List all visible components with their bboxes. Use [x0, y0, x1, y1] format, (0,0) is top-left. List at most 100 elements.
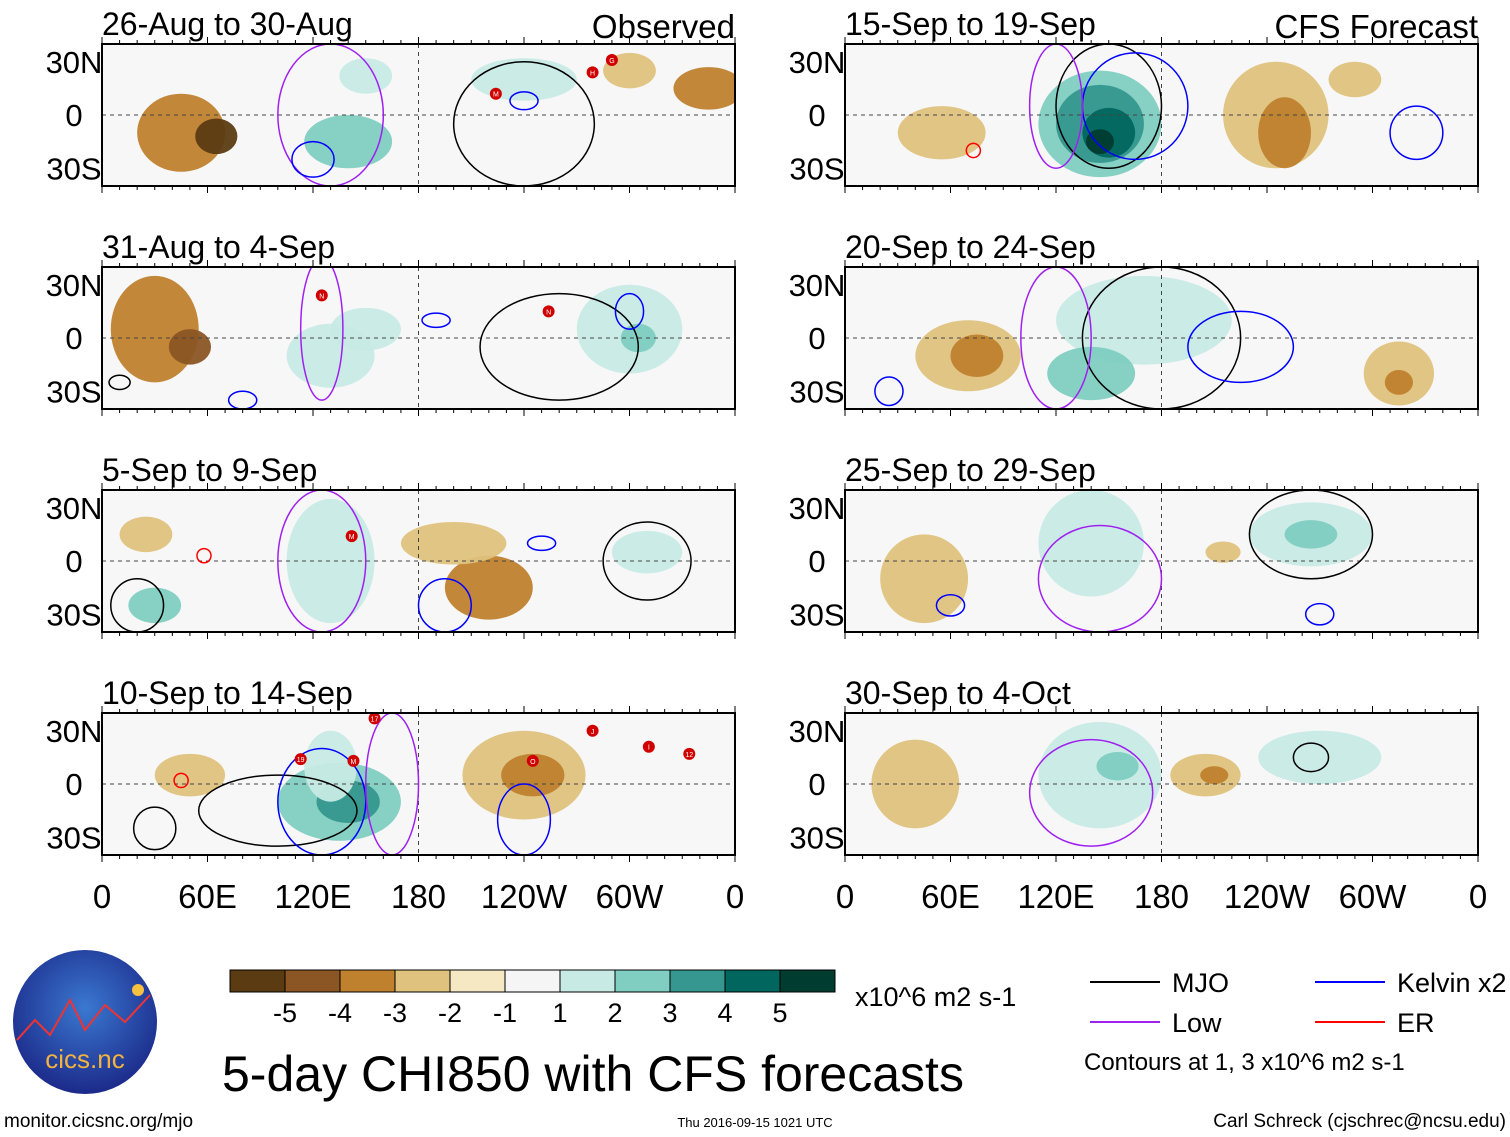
storm-label: M — [493, 92, 499, 99]
panel-content: M — [102, 490, 735, 632]
lat-label: 0 — [808, 98, 825, 133]
mjo-contour — [1292, 742, 1330, 773]
anomaly-shading — [330, 307, 401, 351]
kelvin-contour — [526, 535, 557, 552]
tropical-cyclone-marker: M — [347, 754, 360, 767]
anomaly-shading — [1258, 730, 1382, 784]
colorbar-tick: -3 — [383, 998, 407, 1028]
lon-label: 0 — [1469, 878, 1487, 915]
footer-author: Carl Schreck (cjschrec@ncsu.edu) — [1213, 1111, 1506, 1132]
lat-label: 30N — [789, 268, 846, 303]
legend-item: Kelvin x2 — [1315, 968, 1507, 998]
cyclone-icon — [294, 753, 307, 766]
panel-content: NN — [102, 267, 735, 409]
logo: cics.nc — [13, 950, 157, 1094]
panel-content — [845, 267, 1478, 409]
lon-label: 0 — [726, 878, 744, 915]
panel-content: M H G — [102, 44, 735, 186]
anomaly-shading — [1258, 97, 1311, 169]
figure-title: 5-day CHI850 with CFS forecasts — [222, 1046, 964, 1102]
lat-label: 30S — [789, 820, 844, 855]
lon-label: 0 — [93, 878, 111, 915]
panel-title: 20-Sep to 24-Sep — [845, 229, 1096, 265]
low-contour — [277, 44, 385, 186]
cyclone-icon — [586, 66, 599, 79]
anomaly-shading — [304, 115, 393, 169]
tropical-cyclone-marker: N — [542, 305, 555, 318]
lat-label: 30S — [46, 151, 101, 186]
colorbar-swatch — [339, 969, 396, 993]
colorbar-swatch — [449, 969, 506, 993]
kelvin-contour — [496, 783, 552, 855]
legend-label: ER — [1397, 1008, 1435, 1038]
legend-label: Kelvin x2 — [1397, 968, 1507, 998]
panel-content — [845, 490, 1478, 632]
tropical-cyclone-marker: J — [586, 724, 599, 737]
kelvin-contour — [614, 292, 645, 330]
mjo-contour — [452, 61, 596, 186]
lat-label: 30N — [46, 714, 103, 749]
cyclone-icon — [347, 754, 360, 767]
anomaly-shading — [128, 587, 182, 624]
colorbar-tick: 3 — [662, 998, 677, 1028]
colorbar-units: x10^6 m2 s-1 — [855, 982, 1016, 1012]
mjo-contour — [110, 578, 165, 632]
lon-label: 120W — [481, 878, 568, 915]
anomaly-shading — [400, 521, 507, 565]
kelvin-contour — [417, 578, 472, 632]
tropical-cyclone-marker: 12 — [683, 747, 696, 760]
cyclone-icon — [345, 530, 358, 543]
storm-label: 19 — [297, 757, 305, 764]
tropical-cyclone-marker: M — [489, 87, 502, 100]
anomaly-shading — [137, 93, 226, 172]
kelvin-contour — [874, 376, 904, 407]
panel-title: 5-Sep to 9-Sep — [102, 452, 317, 488]
kelvin-contour — [1187, 310, 1295, 384]
panel-content — [845, 713, 1478, 855]
lat-label: 0 — [65, 767, 82, 802]
tropical-cyclone-marker: I — [642, 740, 655, 753]
storm-label: I — [648, 745, 650, 752]
mjo-contour — [602, 521, 692, 601]
cyclone-icon — [368, 713, 381, 725]
mjo-contour — [1081, 267, 1242, 409]
anomaly-shading — [1047, 346, 1136, 401]
lat-label: 0 — [65, 98, 82, 133]
colorbar-tick: -2 — [438, 998, 462, 1028]
contour-legend: MJO Kelvin x2 Low ER — [1090, 968, 1507, 1038]
observed-label: Observed — [592, 8, 735, 45]
low-contour — [1028, 44, 1084, 169]
lat-label: 30S — [46, 820, 101, 855]
cyclone-icon — [605, 53, 618, 66]
column-headers: Observed CFS Forecast — [592, 8, 1478, 45]
anomaly-shading — [1205, 541, 1241, 563]
anomaly-shading — [1328, 61, 1382, 98]
kelvin-contour — [291, 140, 335, 178]
longitude-axis: 0 60E 120E 180 120W 60W 0 0 60E 120E 180 120W 60W 0 — [93, 878, 1487, 915]
lat-label: 30S — [789, 374, 844, 409]
lat-label: 0 — [808, 767, 825, 802]
colorbar-swatch — [394, 969, 451, 993]
colorbar-tick: 1 — [552, 998, 567, 1028]
colorbar-swatch — [614, 969, 671, 993]
low-contour — [277, 490, 367, 632]
anomaly-shading — [1096, 752, 1139, 781]
lon-label: 60W — [596, 878, 665, 915]
low-contour — [1020, 267, 1092, 409]
lon-label: 60E — [921, 878, 980, 915]
storm-label: N — [319, 293, 324, 300]
lat-label: 30N — [789, 714, 846, 749]
footer-url[interactable]: monitor.cicsnc.org/mjo — [4, 1111, 193, 1132]
colorbar-tick: -1 — [493, 998, 517, 1028]
anomaly-shading — [471, 58, 577, 101]
anomaly-shading — [871, 739, 960, 829]
storm-label: 17 — [371, 716, 379, 723]
cyclone-icon — [586, 724, 599, 737]
